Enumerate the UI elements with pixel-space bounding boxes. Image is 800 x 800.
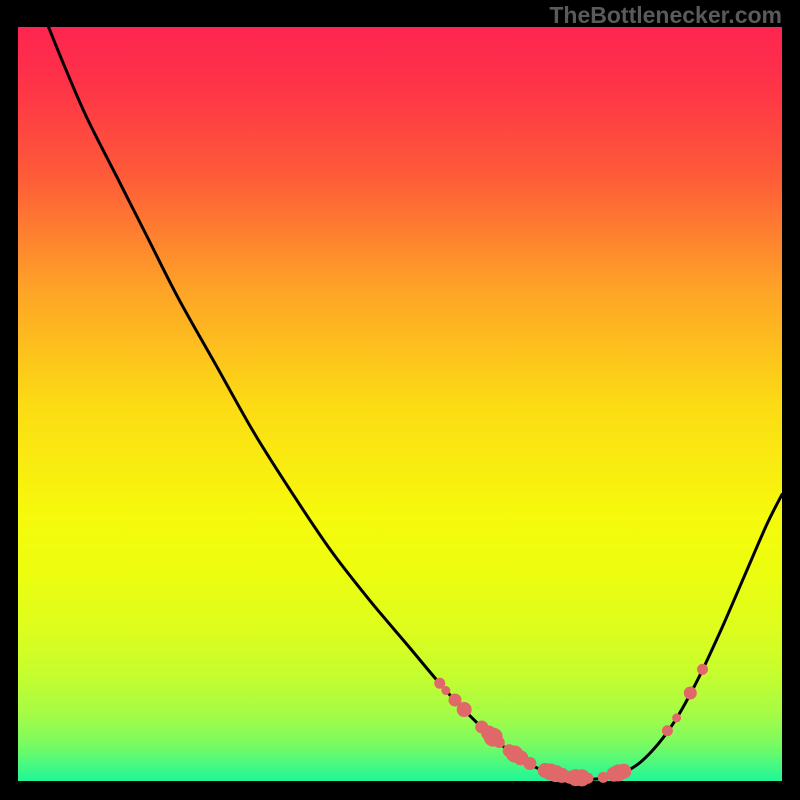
curve-marker <box>673 714 681 722</box>
curve-marker <box>494 738 504 748</box>
curve-marker <box>442 687 450 695</box>
curve-marker <box>457 703 471 717</box>
curve-marker <box>684 687 696 699</box>
curve-marker <box>583 773 593 783</box>
chart-container: TheBottlenecker.com <box>0 0 800 800</box>
attribution-text: TheBottlenecker.com <box>549 2 782 29</box>
curve-marker <box>617 764 631 778</box>
curve-marker <box>524 757 536 769</box>
curve-marker <box>698 664 708 674</box>
curve-marker <box>435 678 445 688</box>
curve-marker <box>662 726 672 736</box>
bottleneck-chart <box>0 0 800 800</box>
plot-area <box>18 27 782 781</box>
